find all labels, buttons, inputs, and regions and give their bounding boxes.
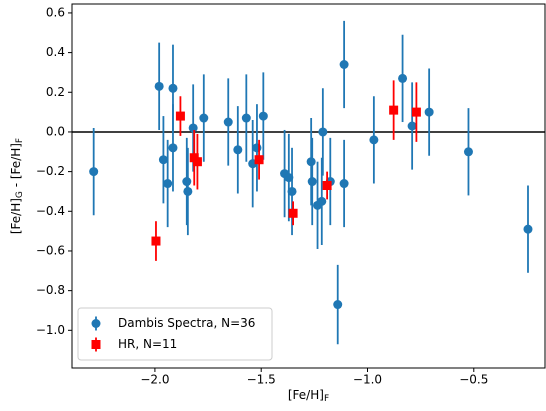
marker [199, 113, 209, 123]
y-tick-label: 0.2 [46, 85, 65, 99]
legend-marker [91, 319, 101, 328]
legend-label: HR, N=11 [118, 337, 177, 351]
subscript: F [15, 138, 25, 143]
marker [306, 157, 316, 167]
marker [288, 208, 298, 218]
label-text: - [Fe/H] [9, 143, 23, 191]
marker [182, 177, 192, 187]
marker [284, 173, 294, 183]
marker [252, 143, 262, 153]
marker [523, 224, 533, 234]
marker [241, 113, 251, 123]
marker [339, 179, 349, 189]
subscript: F [324, 394, 329, 404]
subscript: G [15, 191, 25, 198]
marker [398, 73, 408, 83]
marker [318, 127, 328, 137]
legend-box [77, 307, 273, 361]
marker [183, 186, 193, 196]
marker [192, 157, 202, 167]
marker [339, 60, 349, 70]
marker [258, 111, 268, 121]
marker [168, 143, 178, 153]
marker [317, 196, 327, 206]
marker [163, 179, 173, 189]
marker [154, 81, 164, 91]
marker [254, 155, 264, 165]
y-tick-label: 0.6 [46, 5, 65, 19]
marker [407, 121, 417, 131]
marker [322, 181, 332, 191]
label-text: [Fe/H] [9, 198, 23, 234]
axis-label: [Fe/H]G - [Fe/H]F [9, 138, 25, 234]
marker [333, 300, 343, 310]
marker [188, 123, 198, 133]
y-tick-label: −1.0 [36, 323, 65, 337]
axes-frame [71, 3, 546, 369]
y-tick-label: −0.4 [36, 204, 65, 218]
marker [151, 236, 161, 246]
marker [389, 105, 399, 115]
y-tick-label: −0.2 [36, 164, 65, 178]
marker [223, 117, 233, 127]
y-tick-label: −0.8 [36, 283, 65, 297]
marker [158, 155, 168, 165]
marker [307, 177, 317, 187]
marker [411, 107, 421, 117]
x-tick-label: −0.5 [459, 373, 488, 387]
marker [463, 147, 473, 157]
legend-label: Dambis Spectra, N=36 [118, 316, 255, 330]
marker [89, 167, 99, 177]
y-tick-label: 0.4 [46, 45, 65, 59]
marker [233, 145, 243, 155]
legend-marker [91, 340, 101, 349]
axis-label: [Fe/H]F [288, 388, 329, 404]
y-tick-label: 0.0 [46, 124, 65, 138]
y-tick-label: −0.6 [36, 243, 65, 257]
marker [424, 107, 434, 117]
marker [369, 135, 379, 145]
x-tick-label: −1.0 [353, 373, 382, 387]
marker [287, 186, 297, 196]
marker [168, 83, 178, 93]
x-tick-label: −1.5 [247, 373, 276, 387]
label-text: [Fe/H] [288, 388, 324, 402]
marker [175, 111, 185, 121]
x-tick-label: −2.0 [140, 373, 169, 387]
